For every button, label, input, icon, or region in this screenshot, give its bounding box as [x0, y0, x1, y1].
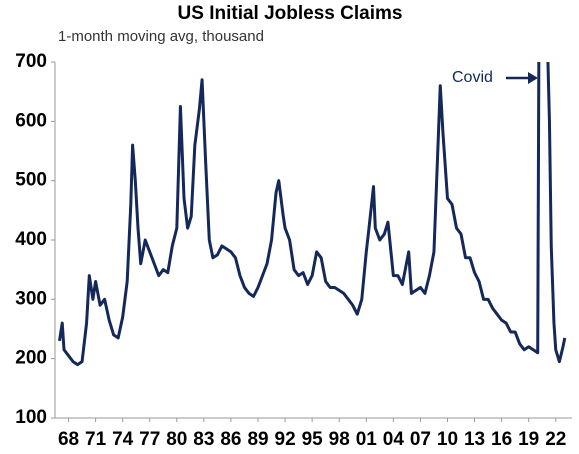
x-tick-label: 16 [491, 429, 512, 450]
annotation: Covid [452, 69, 493, 86]
x-tick-label: 80 [166, 429, 187, 450]
y-tick-label: 200 [15, 348, 47, 369]
annotation-arrowhead [528, 72, 538, 84]
x-tick-label: 92 [275, 429, 296, 450]
x-tick-label: 22 [545, 429, 566, 450]
x-tick-label: 04 [383, 429, 405, 450]
x-tick-label: 71 [85, 429, 107, 450]
x-tick-label: 10 [437, 429, 458, 450]
x-tick-label: 83 [193, 429, 214, 450]
x-tick-label: 01 [356, 429, 378, 450]
chart-subtitle: 1-month moving avg, thousand [58, 28, 264, 45]
x-tick-label: 77 [139, 429, 160, 450]
y-tick-label: 700 [15, 51, 47, 72]
y-tick-label: 600 [15, 110, 47, 131]
x-tick-label: 07 [410, 429, 431, 450]
y-tick-label: 500 [15, 170, 47, 191]
x-tick-label: 98 [329, 429, 350, 450]
line [58, 62, 567, 367]
y-tick-label: 300 [15, 288, 47, 309]
x-tick-label: 68 [58, 429, 79, 450]
y-tick-label: 400 [15, 229, 47, 250]
x-tick-label: 89 [247, 429, 268, 450]
x-tick-label: 74 [112, 429, 134, 450]
chart-title: US Initial Jobless Claims [178, 3, 403, 24]
x-tick-label: 86 [220, 429, 241, 450]
x-tick-label: 19 [518, 429, 539, 450]
y-tick-label: 100 [15, 407, 47, 428]
x-tick-label: 13 [464, 429, 485, 450]
x-tick-label: 95 [302, 429, 324, 450]
